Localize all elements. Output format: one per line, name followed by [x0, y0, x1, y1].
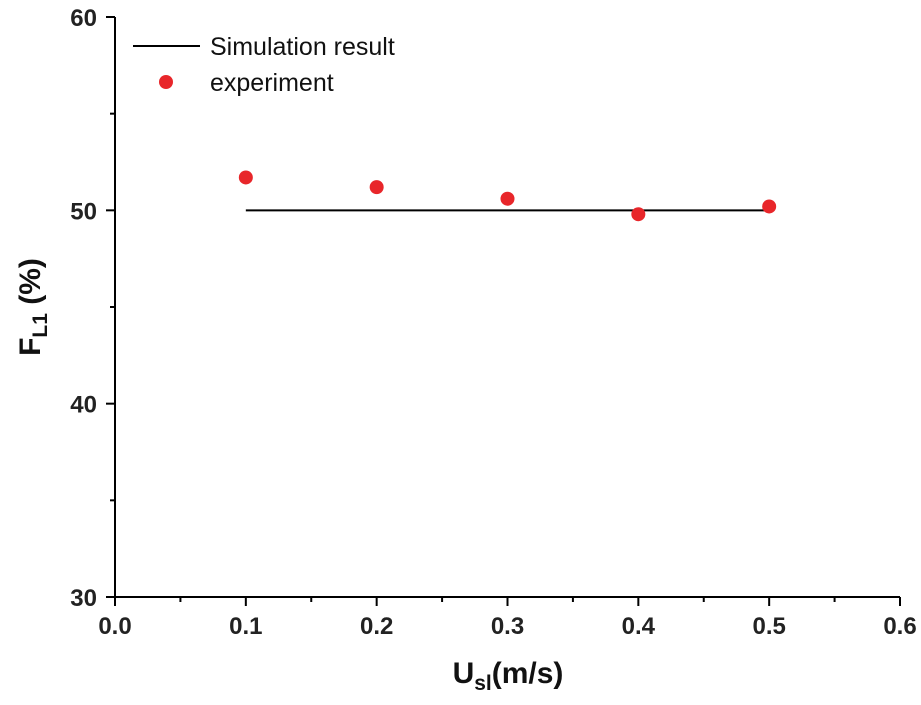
y-tick-label: 40: [70, 392, 97, 419]
series: [238, 170, 777, 222]
tick-labels: 0.0 0.1 0.2 0.3 0.4 0.5 0.6 30 40 50 60: [70, 5, 916, 640]
experiment-point: [500, 191, 515, 206]
experiment-point: [631, 207, 646, 222]
experiment-point: [369, 180, 384, 195]
tick-marks: [106, 16, 901, 606]
x-tick-label: 0.3: [491, 613, 524, 640]
y-axis-title-main: F: [14, 338, 47, 356]
experiment-point: [238, 170, 253, 185]
legend-label-experiment: experiment: [210, 69, 334, 97]
x-tick-label: 0.6: [883, 613, 916, 640]
y-axis-title-rest: (%): [14, 258, 47, 313]
y-tick-label: 60: [70, 5, 97, 32]
x-axis-title: Usl(m/s): [453, 657, 564, 695]
legend: Simulation result experiment: [133, 33, 395, 97]
x-tick-label: 0.2: [360, 613, 393, 640]
legend-dot-swatch: [159, 75, 173, 89]
y-tick-label: 30: [70, 585, 97, 612]
y-axis-title: FL1 (%): [14, 258, 52, 356]
x-axis-title-rest: (m/s): [492, 657, 564, 690]
legend-label-simulation: Simulation result: [210, 33, 395, 61]
x-tick-label: 0.5: [752, 613, 785, 640]
x-tick-label: 0.0: [98, 613, 131, 640]
y-tick-label: 50: [70, 198, 97, 225]
y-axis-title-sub: L1: [29, 313, 52, 338]
x-axis-title-main: U: [453, 657, 475, 690]
x-axis-title-sub: sl: [474, 672, 492, 695]
axes: [114, 17, 900, 598]
experiment-point: [762, 199, 777, 214]
x-tick-label: 0.4: [622, 613, 656, 640]
x-tick-label: 0.1: [229, 613, 262, 640]
